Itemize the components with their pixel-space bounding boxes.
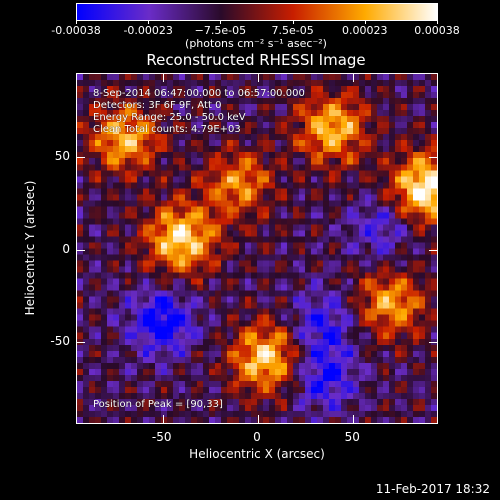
info-energy-range: Energy Range: 25.0 - 50.0 keV [93, 112, 246, 123]
y-tick-label: 50 [54, 149, 70, 164]
x-tick-mark [258, 415, 259, 423]
colorbar-tick-mark [220, 20, 222, 24]
colorbar-tick-label: 0.00038 [414, 24, 460, 37]
y-tick-mark [429, 249, 437, 251]
y-tick-mark [429, 157, 437, 159]
x-tick-mark [353, 415, 355, 423]
info-peak-position: Position of Peak = [90,33] [93, 399, 223, 410]
info-total-counts: Clean Total counts: 4.79E+03 [93, 124, 241, 135]
colorbar-tick-mark [76, 20, 77, 24]
colorbar [76, 3, 438, 21]
y-tick-label: -50 [50, 333, 70, 348]
y-tick-label: 0 [62, 241, 70, 256]
heatmap-image [77, 74, 437, 423]
colorbar-tick-label: 7.5e-05 [271, 24, 314, 37]
y-tick-mark [77, 249, 85, 251]
x-tick-mark [353, 74, 355, 82]
y-tick-mark [429, 341, 437, 343]
chart-title: Reconstructed RHESSI Image [146, 51, 366, 69]
y-tick-mark [77, 157, 85, 159]
x-tick-label: 50 [344, 430, 360, 444]
colorbar-tick-label: 0.00023 [342, 24, 388, 37]
colorbar-tick-label: -0.00038 [51, 24, 101, 37]
x-tick-mark [258, 74, 259, 82]
colorbar-tick-label: −7.5e-05 [194, 24, 247, 37]
y-axis-label: Heliocentric Y (arcsec) [23, 180, 37, 316]
colorbar-tick-mark [364, 20, 366, 24]
y-tick-mark [77, 341, 85, 343]
plot-area: 8-Sep-2014 06:47:00.000 to 06:57:00.000 … [76, 73, 438, 424]
colorbar-tick-mark [148, 20, 150, 24]
x-tick-label: -50 [151, 430, 172, 444]
colorbar-tick-label: -0.00023 [123, 24, 173, 37]
timestamp: 11-Feb-2017 18:32 [375, 482, 490, 496]
info-time-range: 8-Sep-2014 06:47:00.000 to 06:57:00.000 [93, 88, 305, 99]
colorbar-tick-mark [437, 20, 438, 24]
colorbar-tick-mark [292, 20, 294, 24]
colorbar-units: (photons cm⁻² s⁻¹ asec⁻²) [185, 37, 327, 50]
x-tick-mark [162, 74, 164, 82]
info-detectors: Detectors: 3F 6F 9F, Att 0 [93, 100, 222, 111]
x-tick-label: 0 [253, 430, 261, 444]
x-axis-label: Heliocentric X (arcsec) [189, 447, 325, 461]
x-tick-mark [162, 415, 164, 423]
